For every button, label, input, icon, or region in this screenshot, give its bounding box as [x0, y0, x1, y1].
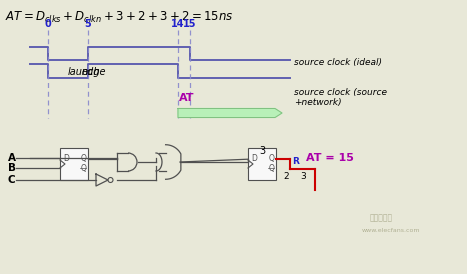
- Text: launch: launch: [68, 67, 100, 77]
- Text: Q: Q: [269, 154, 275, 163]
- Text: AT: AT: [179, 93, 194, 103]
- Bar: [60, 148, 88, 180]
- Text: 3: 3: [300, 172, 306, 181]
- Text: 15: 15: [183, 19, 197, 29]
- Text: AT = 15: AT = 15: [306, 153, 354, 163]
- Text: D: D: [251, 154, 257, 163]
- Text: 2: 2: [283, 172, 289, 181]
- Text: B: B: [8, 163, 16, 173]
- Text: Q: Q: [81, 154, 87, 163]
- Text: 电子发烧友: 电子发烧友: [370, 213, 393, 222]
- Text: 0: 0: [45, 19, 51, 29]
- Text: C: C: [8, 175, 15, 185]
- Text: 5: 5: [85, 19, 92, 29]
- Text: 14: 14: [171, 19, 185, 29]
- Text: $AT = D_{clks} + D_{clkn} + 3 + 2 + 3 + 2 = 15ns$: $AT = D_{clks} + D_{clkn} + 3 + 2 + 3 + …: [5, 10, 234, 25]
- Polygon shape: [178, 109, 282, 118]
- Text: source clock (source
+network): source clock (source +network): [294, 88, 387, 107]
- Text: Q: Q: [81, 164, 87, 173]
- Text: D: D: [63, 154, 69, 163]
- Text: A: A: [8, 153, 16, 163]
- Text: edge: edge: [82, 67, 106, 77]
- Text: 3: 3: [259, 146, 265, 156]
- Text: R: R: [292, 157, 299, 166]
- Text: source clock (ideal): source clock (ideal): [294, 58, 382, 67]
- Bar: [248, 148, 276, 180]
- Text: www.elecfans.com: www.elecfans.com: [362, 228, 420, 233]
- Text: Q: Q: [269, 164, 275, 173]
